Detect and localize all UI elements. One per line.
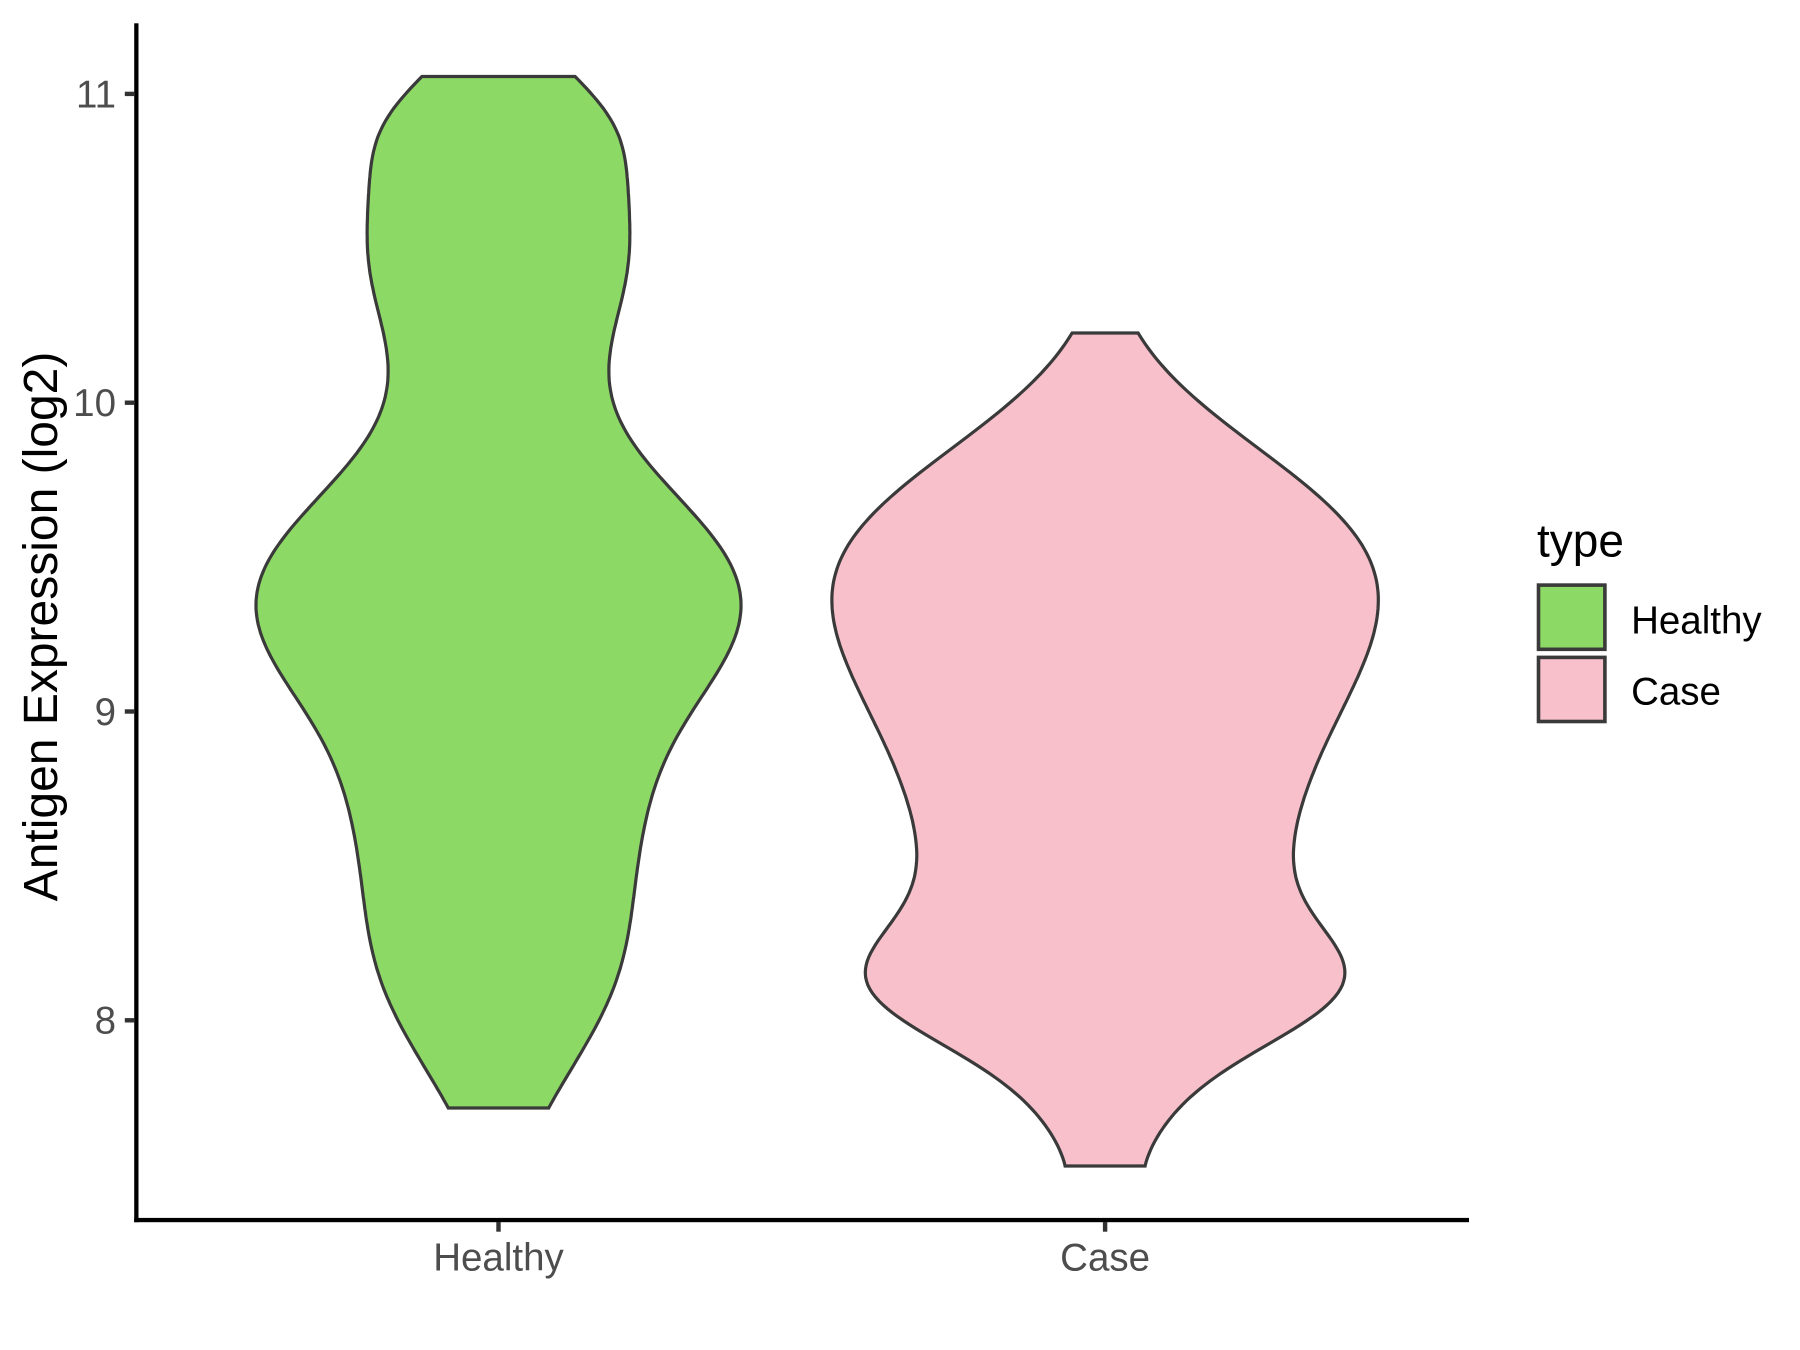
svg-text:Healthy: Healthy bbox=[1631, 599, 1762, 642]
svg-text:type: type bbox=[1537, 515, 1624, 567]
svg-text:Healthy: Healthy bbox=[433, 1237, 564, 1280]
svg-text:10: 10 bbox=[73, 382, 116, 425]
svg-text:8: 8 bbox=[95, 1000, 116, 1043]
svg-text:11: 11 bbox=[76, 73, 116, 116]
svg-text:Case: Case bbox=[1060, 1237, 1150, 1280]
svg-text:9: 9 bbox=[95, 691, 116, 734]
svg-text:Case: Case bbox=[1631, 670, 1721, 713]
svg-text:Antigen Expression (log2): Antigen Expression (log2) bbox=[15, 352, 68, 902]
